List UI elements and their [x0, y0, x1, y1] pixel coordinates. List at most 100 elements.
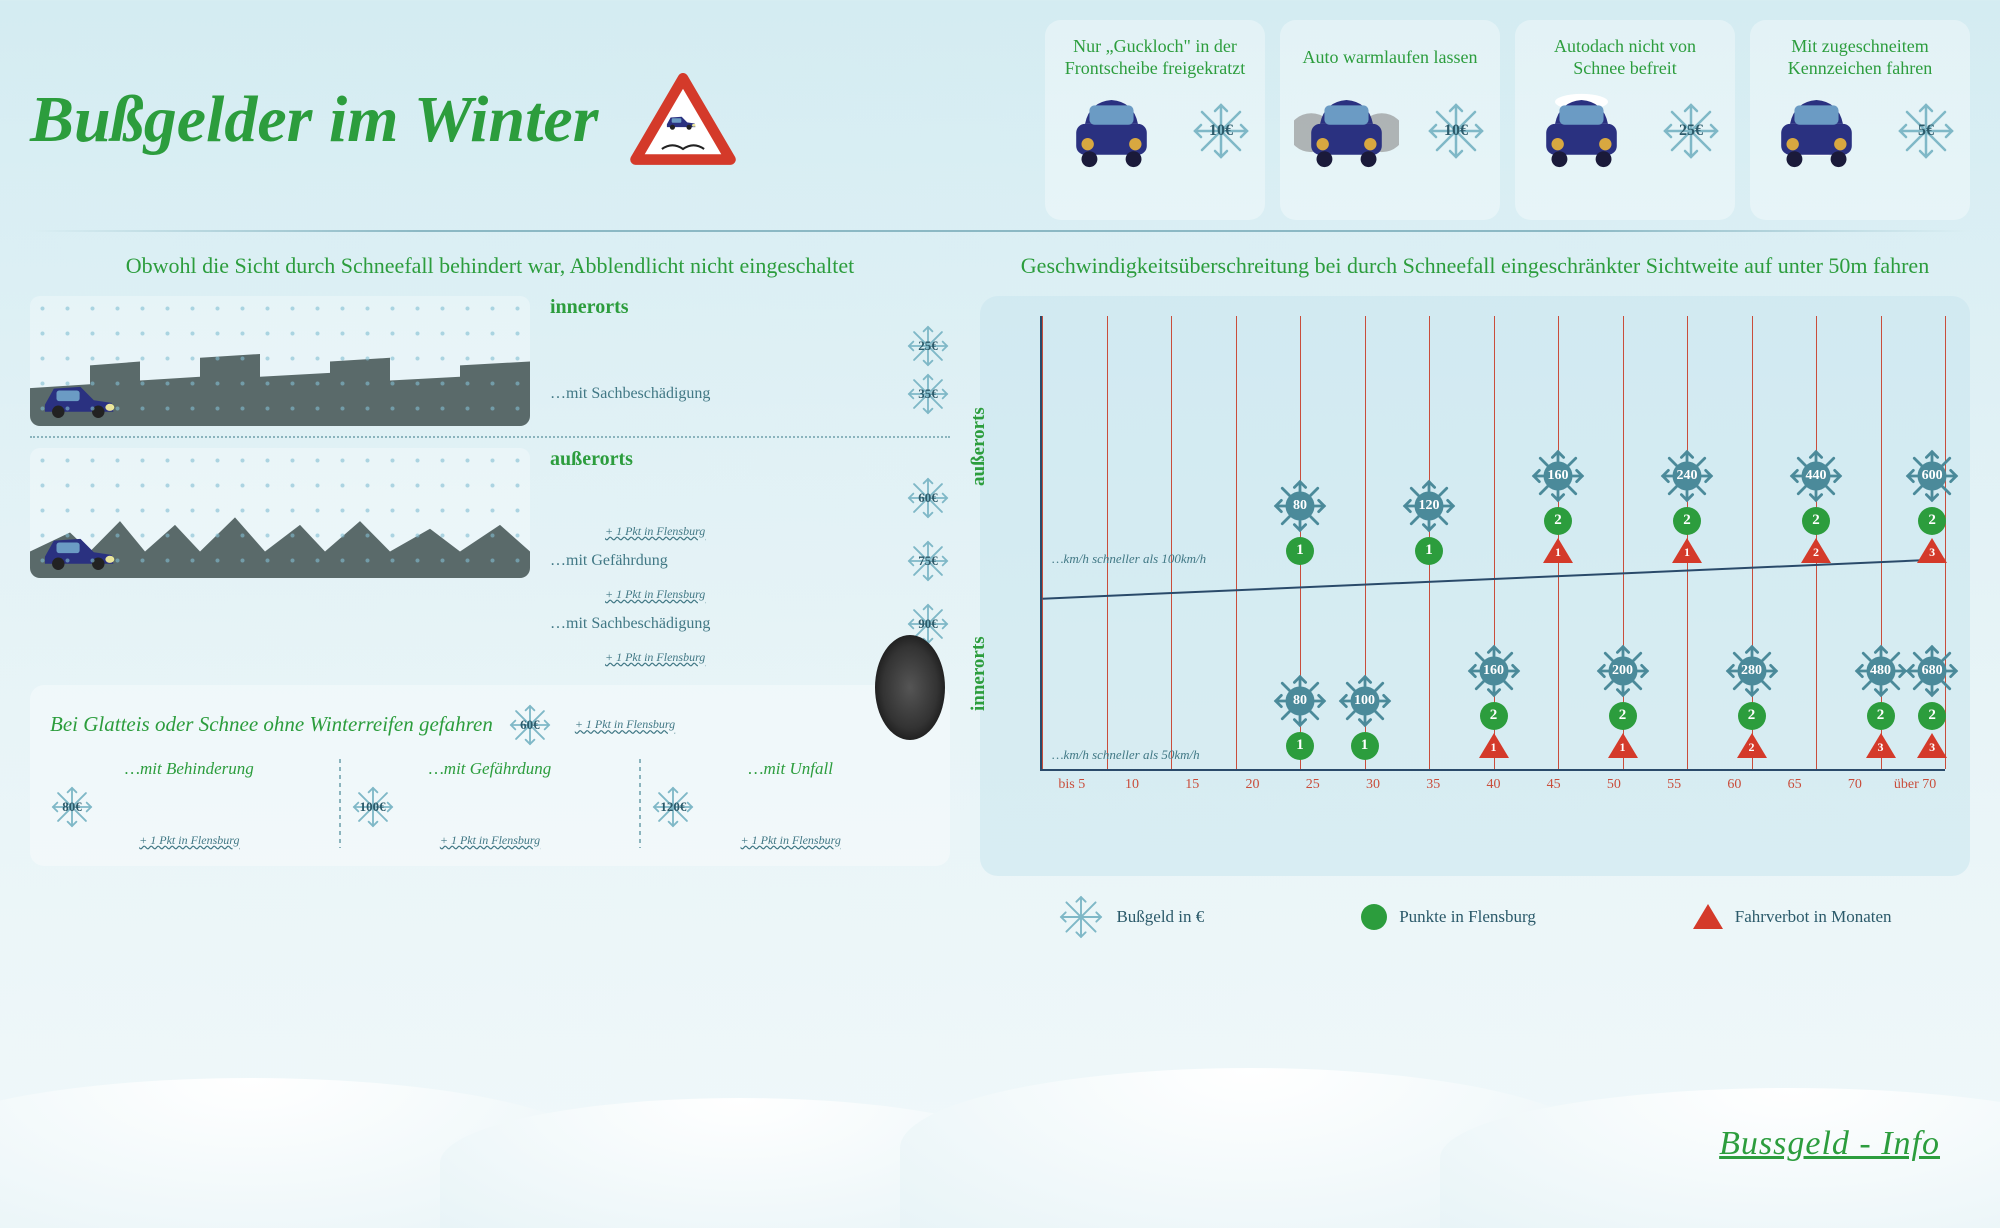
legend-item: Fahrverbot in Monaten — [1693, 904, 1892, 929]
points-badge: 2 — [1918, 507, 1946, 535]
snowflake-icon: 10€ — [1191, 101, 1251, 161]
points-badge: 2 — [1673, 507, 1701, 535]
snowflake-icon: 100€ — [351, 785, 395, 829]
x-axis-labels: bis 510152025303540455055606570über 70 — [1040, 777, 1945, 793]
chart-legend: Bußgeld in € Punkte in Flensburg Fahrverbo… — [980, 894, 1970, 940]
flensburg-note: + 1 Pkt in Flensburg — [50, 833, 329, 848]
ban-triangle-icon: 3 — [1866, 733, 1896, 758]
car-icon — [1294, 93, 1399, 168]
top-card-3: Mit zugeschneitem Kennzeichen fahren 5€ — [1750, 20, 1970, 220]
ban-triangle-icon: 3 — [1917, 733, 1947, 758]
tire-title: Bei Glatteis oder Schnee ohne Winterreif… — [50, 712, 493, 737]
page-title: Bußgelder im Winter — [30, 82, 598, 158]
legend-item: Bußgeld in € — [1058, 894, 1204, 940]
speed-chart-panel: Geschwindigkeitsüberschreitung bei durch… — [980, 252, 1970, 982]
chart-datapoint: 160 2 1 — [1530, 448, 1586, 563]
points-badge: 1 — [1415, 537, 1443, 565]
chart-datapoint: 28022 — [1724, 643, 1780, 758]
chart-heading: Geschwindigkeitsüberschreitung bei durch… — [980, 252, 1970, 281]
footer-brand: Bussgeld - Info — [1719, 1125, 1940, 1163]
points-badge: 2 — [1867, 702, 1895, 730]
ban-triangle-icon: 2 — [1801, 538, 1831, 563]
points-badge: 1 — [1286, 537, 1314, 565]
scene-city — [30, 296, 530, 426]
tire-col-2: …mit Unfall 120€ + 1 Pkt in Flensburg — [651, 759, 930, 848]
snowflake-icon: 25€ — [906, 324, 950, 368]
scene-forest — [30, 448, 530, 578]
tire-panel: Bei Glatteis oder Schnee ohne Winterreif… — [30, 685, 950, 866]
chart-datapoint: 801 — [1272, 673, 1328, 760]
ban-triangle-icon: 1 — [1672, 538, 1702, 563]
car-icon — [1059, 93, 1164, 168]
points-badge: 1 — [1351, 732, 1379, 760]
ban-triangle-icon: 2 — [1737, 733, 1767, 758]
ban-triangle-icon: 1 — [1479, 733, 1509, 758]
ban-triangle-icon: 1 — [1543, 538, 1573, 563]
flensburg-note: + 1 Pkt in Flensburg — [605, 587, 950, 602]
car-icon — [1764, 93, 1869, 168]
ban-triangle-icon: 3 — [1917, 538, 1947, 563]
flensburg-note: + 1 Pkt in Flensburg — [351, 833, 630, 848]
zone-note-upper: …km/h schneller als 100km/h — [1052, 551, 1206, 567]
snowflake-icon: 35€ — [906, 372, 950, 416]
chart-datapoint: 44022 — [1788, 448, 1844, 563]
chart-area: …km/h schneller als 100km/h …km/h schnel… — [1040, 316, 1945, 771]
fine-line: 60€ — [550, 476, 950, 520]
snowflake-icon: 120€ — [651, 785, 695, 829]
y-axis-lower: innerorts — [968, 636, 990, 711]
points-badge: 2 — [1480, 702, 1508, 730]
legend-item: Punkte in Flensburg — [1361, 904, 1536, 930]
chart-datapoint: 1201 — [1401, 478, 1457, 565]
fine-flake-icon: 160 — [1530, 448, 1586, 504]
chart-datapoint: 200 2 1 — [1595, 643, 1651, 758]
fine-line: …mit Sachbeschädigung 90€ — [550, 602, 950, 646]
chart-datapoint: 480 2 3 — [1853, 643, 1909, 758]
snowflake-icon: 25€ — [1661, 101, 1721, 161]
snow-group-forest: außerorts 60€ + 1 Pkt in Flensburg …mit … — [30, 448, 950, 665]
fine-flake-icon: 100 — [1337, 673, 1393, 729]
fine-flake-icon: 240 — [1659, 448, 1715, 504]
points-badge: 2 — [1544, 507, 1572, 535]
points-badge: 2 — [1609, 702, 1637, 730]
ban-triangle-icon: 1 — [1608, 733, 1638, 758]
fine-flake-icon: 480 — [1853, 643, 1909, 699]
chart-datapoint: 680 2 3 — [1904, 643, 1960, 758]
fine-line: …mit Sachbeschädigung 35€ — [550, 372, 950, 416]
chart-datapoint: 600 2 3 — [1904, 448, 1960, 563]
chart-datapoint: 801 — [1272, 478, 1328, 565]
lights-panel: Obwohl die Sicht durch Schneefall behind… — [30, 252, 950, 665]
snowflake-icon: 80€ — [50, 785, 94, 829]
snowflake-icon: 75€ — [906, 539, 950, 583]
lights-heading: Obwohl die Sicht durch Schneefall behind… — [30, 252, 950, 281]
flensburg-note: + 1 Pkt in Flensburg — [651, 833, 930, 848]
snow-group-city: innerorts 25€ …mit Sachbeschädigung 35€ — [30, 296, 950, 426]
top-card-1: Auto warmlaufen lassen 10€ — [1280, 20, 1500, 220]
car-icon — [1529, 93, 1634, 168]
fine-flake-icon: 440 — [1788, 448, 1844, 504]
y-axis-upper: außerorts — [968, 407, 990, 486]
fine-flake-icon: 680 — [1904, 643, 1960, 699]
tire-col-1: …mit Gefährdung 100€ + 1 Pkt in Flensbur… — [351, 759, 630, 848]
flensburg-note: + 1 Pkt in Flensburg — [575, 717, 675, 732]
chart-datapoint: 240 2 1 — [1659, 448, 1715, 563]
tire-icon — [875, 635, 945, 740]
top-cards: Nur „Guckloch" in der Frontscheibe freig… — [1045, 20, 1970, 220]
fine-line: …mit Gefährdung 75€ — [550, 539, 950, 583]
fine-flake-icon: 80 — [1272, 673, 1328, 729]
top-card-2: Autodach nicht von Schnee befreit 25€ — [1515, 20, 1735, 220]
points-badge: 2 — [1918, 702, 1946, 730]
header-row: Bußgelder im Winter Nur „Guckloch" in de… — [0, 0, 2000, 230]
snowflake-icon: 5€ — [1896, 101, 1956, 161]
fine-flake-icon: 160 — [1466, 643, 1522, 699]
group-title: innerorts — [550, 296, 950, 319]
points-badge: 2 — [1738, 702, 1766, 730]
top-card-title: Autodach nicht von Schnee befreit — [1529, 30, 1721, 85]
warning-sign-icon — [628, 73, 738, 168]
snowflake-icon: 10€ — [1426, 101, 1486, 161]
fine-flake-icon: 200 — [1595, 643, 1651, 699]
fine-flake-icon: 120 — [1401, 478, 1457, 534]
flensburg-note: + 1 Pkt in Flensburg — [605, 524, 950, 539]
top-card-0: Nur „Guckloch" in der Frontscheibe freig… — [1045, 20, 1265, 220]
fine-flake-icon: 600 — [1904, 448, 1960, 504]
group-title: außerorts — [550, 448, 950, 471]
